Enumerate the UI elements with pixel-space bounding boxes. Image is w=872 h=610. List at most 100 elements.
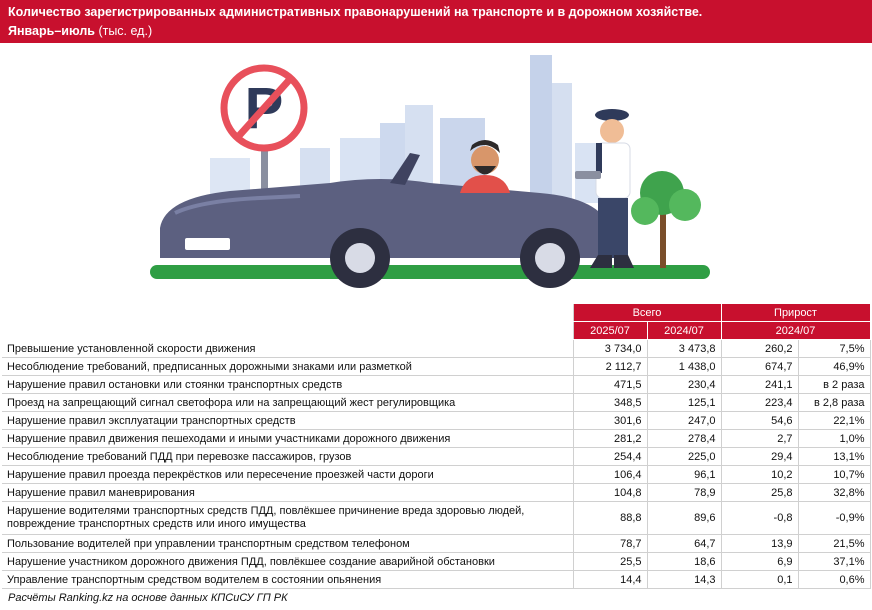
table-row: Нарушение правил эксплуатации транспортн… [2, 411, 871, 430]
growth-pct: 7,5% [798, 339, 871, 358]
table-row: Превышение установленной скорости движен… [2, 339, 871, 358]
value-2025: 2 112,7 [573, 357, 648, 376]
table-row: Нарушение правил маневрирования 104,8 78… [2, 483, 871, 502]
table-row: Нарушение водителями транспортных средст… [2, 501, 871, 535]
growth-abs: -0,8 [721, 501, 799, 535]
value-2024: 96,1 [647, 465, 722, 484]
growth-abs: 260,2 [721, 339, 799, 358]
value-2025: 348,5 [573, 393, 648, 412]
value-2025: 78,7 [573, 534, 648, 553]
page-title: Количество зарегистрированных администра… [8, 5, 703, 19]
table-row: Проезд на запрещающий сигнал светофора и… [2, 393, 871, 412]
value-2025: 106,4 [573, 465, 648, 484]
growth-pct: 32,8% [798, 483, 871, 502]
growth-pct: -0,9% [798, 501, 871, 535]
table-row: Нарушение правил проезда перекрёстков ил… [2, 465, 871, 484]
value-2025: 14,4 [573, 570, 648, 589]
source-note: Расчёты Ranking.kz на основе данных КПСи… [8, 592, 288, 604]
header-growth-period: 2024/07 [721, 321, 871, 340]
row-label: Пользование водителей при управлении тра… [2, 534, 574, 553]
value-2024: 14,3 [647, 570, 722, 589]
growth-abs: 10,2 [721, 465, 799, 484]
growth-pct: 22,1% [798, 411, 871, 430]
illustration: P [0, 43, 872, 305]
growth-pct: в 2 раза [798, 375, 871, 394]
value-2025: 104,8 [573, 483, 648, 502]
row-label: Превышение установленной скорости движен… [2, 339, 574, 358]
growth-pct: 46,9% [798, 357, 871, 376]
value-2024: 3 473,8 [647, 339, 722, 358]
value-2024: 247,0 [647, 411, 722, 430]
growth-pct: 37,1% [798, 552, 871, 571]
growth-abs: 6,9 [721, 552, 799, 571]
growth-pct: 21,5% [798, 534, 871, 553]
growth-abs: 0,1 [721, 570, 799, 589]
table-header-row-groups: Всего Прирост [2, 304, 871, 322]
value-2025: 3 734,0 [573, 339, 648, 358]
no-parking-sign-icon: P [220, 64, 308, 253]
growth-pct: в 2,8 раза [798, 393, 871, 412]
value-2024: 225,0 [647, 447, 722, 466]
growth-abs: 25,8 [721, 483, 799, 502]
growth-pct: 0,6% [798, 570, 871, 589]
header-2025: 2025/07 [573, 321, 648, 340]
row-label: Нарушение правил маневрирования [2, 483, 574, 502]
period-label: Январь–июль [8, 24, 95, 38]
table-header-row-periods: 2025/07 2024/07 2024/07 [2, 321, 871, 340]
row-label: Управление транспортным средством водите… [2, 570, 574, 589]
row-label-line2: повреждение транспортных средств или ино… [7, 518, 306, 530]
growth-abs: 54,6 [721, 411, 799, 430]
table-row: Несоблюдение требований ПДД при перевозк… [2, 447, 871, 466]
growth-pct: 13,1% [798, 447, 871, 466]
table-row: Нарушение правил остановки или стоянки т… [2, 375, 871, 394]
row-label-line1: Нарушение водителями транспортных средст… [7, 505, 525, 517]
table-row: Пользование водителей при управлении тра… [2, 534, 871, 553]
row-label: Проезд на запрещающий сигнал светофора и… [2, 393, 574, 412]
value-2025: 281,2 [573, 429, 648, 448]
illustration-svg: P [150, 55, 710, 288]
tree-icon [631, 171, 701, 268]
value-2024: 278,4 [647, 429, 722, 448]
header-total: Всего [573, 304, 722, 322]
value-2024: 89,6 [647, 501, 722, 535]
growth-abs: 29,4 [721, 447, 799, 466]
driver-icon [460, 140, 510, 193]
row-label: Нарушение правил движения пешеходами и и… [2, 429, 574, 448]
value-2024: 64,7 [647, 534, 722, 553]
table-row: Нарушение правил движения пешеходами и и… [2, 429, 871, 448]
growth-pct: 10,7% [798, 465, 871, 484]
growth-abs: 13,9 [721, 534, 799, 553]
value-2025: 471,5 [573, 375, 648, 394]
row-label: Нарушение водителями транспортных средст… [2, 501, 574, 535]
growth-abs: 2,7 [721, 429, 799, 448]
growth-abs: 241,1 [721, 375, 799, 394]
table-row: Нарушение участником дорожного движения … [2, 552, 871, 571]
page-subtitle: Январь–июль (тыс. ед.) [8, 24, 152, 38]
table-header-empty [2, 321, 574, 340]
value-2024: 1 438,0 [647, 357, 722, 376]
unit-label: (тыс. ед.) [98, 24, 153, 38]
value-2025: 25,5 [573, 552, 648, 571]
row-label: Нарушение правил остановки или стоянки т… [2, 375, 574, 394]
value-2024: 230,4 [647, 375, 722, 394]
table-row: Управление транспортным средством водите… [2, 570, 871, 589]
row-label: Несоблюдение требований, предписанных до… [2, 357, 574, 376]
header-growth: Прирост [721, 304, 871, 322]
police-officer-icon [575, 109, 634, 268]
value-2024: 125,1 [647, 393, 722, 412]
growth-abs: 674,7 [721, 357, 799, 376]
value-2024: 78,9 [647, 483, 722, 502]
value-2024: 18,6 [647, 552, 722, 571]
page-header: Количество зарегистрированных администра… [0, 0, 872, 43]
row-label: Нарушение правил проезда перекрёстков ил… [2, 465, 574, 484]
convertible-car-icon [160, 153, 612, 288]
header-2024: 2024/07 [647, 321, 722, 340]
violations-table: Всего Прирост 2025/07 2024/07 2024/07 Пр… [2, 304, 871, 589]
value-2025: 88,8 [573, 501, 648, 535]
table-header-empty [2, 304, 574, 322]
growth-pct: 1,0% [798, 429, 871, 448]
row-label: Нарушение участником дорожного движения … [2, 552, 574, 571]
value-2025: 301,6 [573, 411, 648, 430]
table-row: Несоблюдение требований, предписанных до… [2, 357, 871, 376]
row-label: Нарушение правил эксплуатации транспортн… [2, 411, 574, 430]
